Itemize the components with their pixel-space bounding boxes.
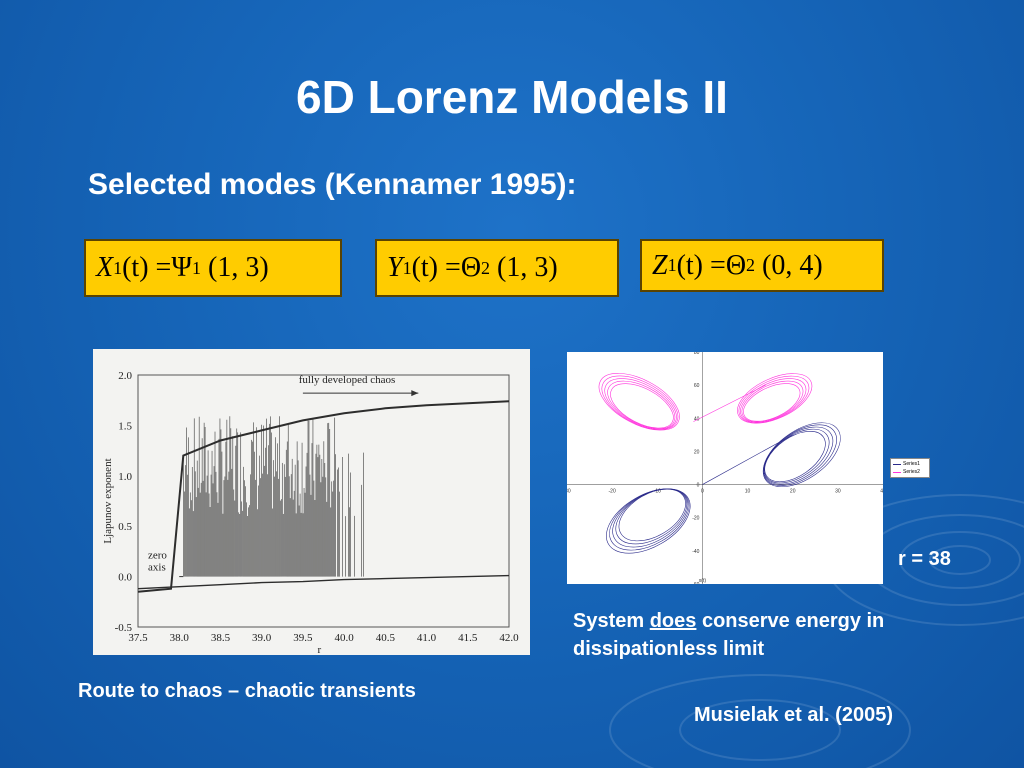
series1-loop-right [763,426,834,485]
x-tick-label: 10 [745,489,751,495]
x-tick-label: 38.5 [211,632,231,644]
series1-loop-left [612,488,689,548]
y-tick-label: 0.0 [118,572,132,584]
x-tick-label: 20 [790,489,796,495]
series2-loop-right [740,378,807,423]
legend-label-series1: Series1 [903,461,920,467]
r-value-label: r = 38 [898,548,951,570]
slide-title: 6D Lorenz Models II [296,71,728,123]
x-tick-label: 40.5 [376,632,396,644]
legend-swatch-series1 [893,463,901,465]
series2-connector [693,384,766,422]
plot-frame [137,374,510,628]
series2-loop-left [598,373,680,431]
y-tick-label: 20 [694,449,700,455]
series1-loop-right [763,424,837,486]
y-tick-label: 0 [697,483,700,489]
slide-subtitle: Selected modes (Kennamer 1995): [88,168,577,201]
y-tick-label: -20 [692,516,699,522]
annotation-arrowhead [411,390,419,397]
y-tick-label: -40 [692,549,699,555]
y-tick-label: 0.5 [118,521,132,533]
series1-loop-left [606,488,691,554]
legend-label-series2: Series2 [903,469,920,475]
series2-loop-left [601,375,679,430]
series-line-1 [137,400,510,593]
y-axis-label: Ljapunov exponent [102,458,114,543]
energy-caption: System does conserve energy in dissipati… [573,610,885,660]
x-tick-label: 38.0 [170,632,190,644]
x-tick-label: 42.0 [499,632,519,644]
legend-swatch-series2 [893,471,901,473]
phase-portrait-panel: -30-20-10010203040806040200-20-40-60x(t)… [553,350,886,588]
x-tick-label: -20 [609,489,616,495]
x-tick-label: 40.0 [334,632,354,644]
lyapunov-chart-panel: 2.0 1.5 1.0 0.5 0.0 -0.5 37.5 38.0 38.5 39.0 39.5 4… [93,349,557,656]
x-tick-label: 39.0 [252,632,272,644]
annotation-zero: zero [148,549,167,561]
series-line-2 [137,574,510,590]
x-tick-label: -10 [654,489,661,495]
series2-loop-right [737,373,813,424]
x-axis-label: x(t) [699,578,707,584]
series2-loop-right [741,380,804,423]
series1-loop-left [615,488,688,545]
series2-loop-left [610,383,674,429]
route-to-chaos-caption: Route to chaos – chaotic transients [78,680,416,702]
series2-loop-right [743,383,801,422]
x-tick-label: 0 [701,489,704,495]
legend-entry-series2: Series2 [891,468,929,476]
annotation-fully-developed-chaos: fully developed chaos [299,374,396,386]
equation-box-z1: Z 1 (t) = Θ 2 (0, 4) [640,239,884,292]
series1-loop-left [609,488,690,551]
y-tick-label: 40 [694,416,700,422]
series2-loop-left [607,380,676,429]
series1-loop-right [764,430,826,483]
series2-trajectory [598,373,813,431]
x-tick-label: 41.0 [417,632,437,644]
y-tick-label: 1.5 [118,420,132,432]
x-tick-label: 30 [835,489,841,495]
series2-loop-left [604,378,677,430]
legend-entry-series1: Series1 [891,460,929,468]
x-axis-label: r [318,644,322,655]
y-tick-label: 60 [694,383,700,389]
x-tick-label: -30 [567,489,571,495]
series2-loop-right [738,375,810,423]
x-tick-label: 37.5 [128,632,148,644]
equation-box-y1: Y 1 (t) = Θ 2 (1, 3) [375,239,619,297]
citation: Musielak et al. (2005) [694,704,893,726]
x-tick-label: 39.5 [293,632,313,644]
y-tick-label: 80 [694,352,700,356]
series1-trajectory [606,422,841,554]
chaotic-transient-spikes [183,416,364,577]
y-tick-label: -0.5 [115,622,133,634]
series1-loop-right [762,422,841,488]
x-tick-label: 40 [880,489,883,495]
phase-portrait-chart: -30-20-10010203040806040200-20-40-60x(t)… [553,350,886,588]
annotation-axis: axis [148,562,166,574]
phase-legend: Series1 Series2 [890,458,930,478]
series1-loop-left [618,488,686,542]
equation-box-x1: X 1 (t) = Ψ 1 (1, 3) [84,239,342,297]
y-tick-label: 2.0 [118,370,132,382]
x-tick-label: 41.5 [458,632,478,644]
lyapunov-chart: 2.0 1.5 1.0 0.5 0.0 -0.537.5 38.0 38.5 39.0 39.5 4… [102,370,557,656]
y-tick-label: 1.0 [118,471,132,483]
series1-connector [702,434,793,485]
